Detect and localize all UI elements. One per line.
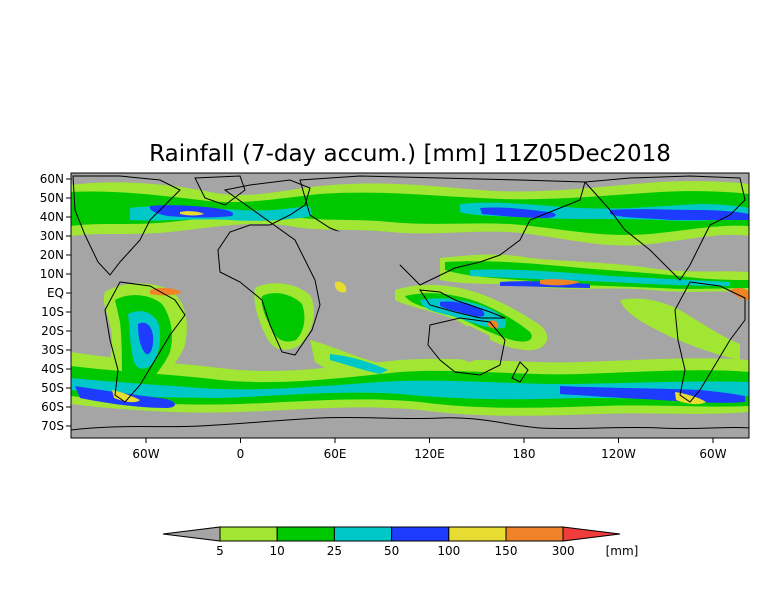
colorbar-below-triangle — [162, 526, 221, 542]
colorbar-threshold-label: 100 — [437, 544, 460, 558]
dry-land-patches — [228, 230, 490, 362]
lat-tick-label: 10N — [40, 267, 64, 281]
lat-tick-label: 50N — [40, 191, 64, 205]
lat-tick-label: EQ — [47, 286, 64, 300]
lon-tick-label: 60E — [324, 447, 347, 461]
colorbar-threshold-label: 25 — [327, 544, 342, 558]
colorbar-bin — [391, 526, 450, 542]
lat-tick-label: 70S — [41, 419, 64, 433]
colorbar-above-triangle — [562, 526, 621, 542]
lat-tick-label: 20N — [40, 248, 64, 262]
colorbar-bin — [333, 526, 393, 542]
colorbar-threshold-label: 300 — [552, 544, 575, 558]
colorbar-bin — [448, 526, 507, 542]
map-frame — [70, 172, 750, 439]
colorbar-threshold-label: 10 — [270, 544, 285, 558]
lat-tick-label: 60N — [40, 172, 64, 186]
lat-tick-label: 30S — [41, 343, 64, 357]
lon-tick-label: 60W — [132, 447, 159, 461]
colorbar-bin — [276, 526, 335, 542]
rainfall-field — [71, 181, 749, 416]
lon-tick-label: 120W — [601, 447, 636, 461]
lat-tick-label: 10S — [41, 305, 64, 319]
coastlines — [71, 175, 749, 431]
colorbar: 5 10 25 50 100 150 300 [mm] — [162, 526, 639, 558]
latitude-axis: 60N 50N 40N 30N 20N 10N EQ 10S 20S 30S 40S 50S 60S 70… — [40, 172, 71, 433]
lat-tick-label: 40N — [40, 210, 64, 224]
lon-tick-label: 60W — [699, 447, 726, 461]
lon-tick-label: 120E — [414, 447, 445, 461]
lat-tick-label: 50S — [41, 381, 64, 395]
colorbar-threshold-label: 5 — [216, 544, 224, 558]
colorbar-bin — [505, 526, 564, 542]
colorbar-threshold-label: 150 — [495, 544, 518, 558]
lon-tick-label: 0 — [237, 447, 245, 461]
colorbar-bin — [219, 526, 278, 542]
lat-tick-label: 60S — [41, 400, 64, 414]
lat-tick-label: 30N — [40, 229, 64, 243]
map-title: Rainfall (7-day accum.) [mm] 11Z05Dec201… — [149, 141, 671, 167]
colorbar-threshold-label: 50 — [384, 544, 399, 558]
lon-tick-label: 180 — [513, 447, 536, 461]
colorbar-unit-label: [mm] — [606, 544, 639, 558]
lat-tick-label: 20S — [41, 324, 64, 338]
lat-tick-label: 40S — [41, 362, 64, 376]
longitude-axis: 60W 0 60E 120E 180 120W 60W — [132, 438, 727, 461]
